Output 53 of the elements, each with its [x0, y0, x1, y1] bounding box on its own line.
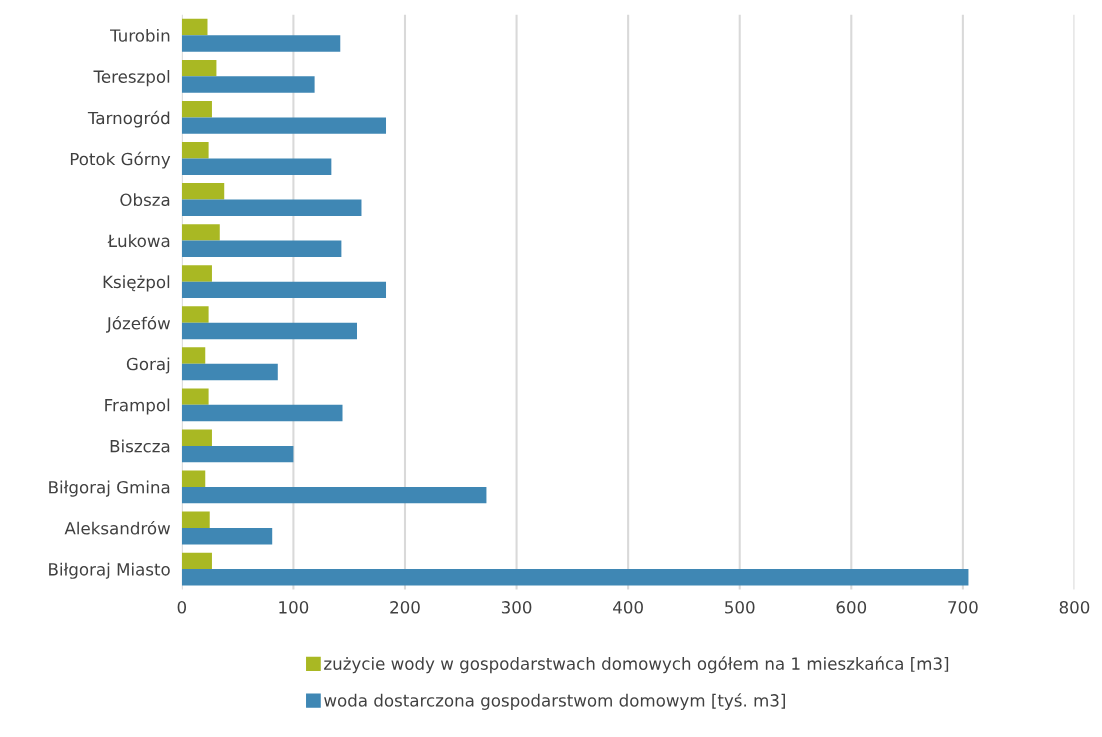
- y-tick-label: Tarnogród: [87, 110, 170, 128]
- bar: [181, 117, 387, 134]
- y-tick-label: Aleksandrów: [64, 521, 171, 535]
- legend-label: woda dostarczona gospodarstwom domowym [tyś. m3]: [324, 693, 785, 710]
- y-tick-label: Biłgoraj Miasto: [49, 562, 170, 579]
- bar: [181, 158, 332, 175]
- bar: [181, 470, 206, 487]
- bar: [181, 240, 342, 257]
- bar: [181, 35, 341, 52]
- x-tick-label: 100: [279, 601, 309, 614]
- x-tick-label: 600: [836, 601, 867, 614]
- bar: [181, 511, 210, 529]
- bar: [181, 100, 212, 118]
- x-tick-label: 0: [177, 601, 187, 614]
- bar: [181, 486, 487, 504]
- x-tick-label: 400: [613, 601, 643, 614]
- bar: [181, 528, 273, 545]
- y-tick-label: Obsza: [120, 193, 170, 207]
- bar: [181, 306, 209, 323]
- bar: [181, 569, 969, 586]
- y-tick-label: Potok Górny: [70, 151, 171, 169]
- x-tick-label: 800: [1059, 601, 1090, 614]
- bar: [181, 322, 358, 340]
- bar: [181, 265, 212, 282]
- x-tick-label: 300: [501, 601, 532, 614]
- y-tick-label: Tereszpol: [93, 70, 170, 87]
- bar: [181, 404, 343, 422]
- y-tick-label: Księżpol: [103, 275, 170, 292]
- bar: [181, 445, 294, 463]
- bar: [181, 281, 387, 299]
- bar: [181, 76, 315, 93]
- y-tick-label: Biszcza: [110, 439, 170, 453]
- bar: [181, 199, 362, 216]
- bar: [181, 183, 225, 200]
- y-tick-label: Józefów: [106, 315, 171, 333]
- x-tick-label: 700: [948, 601, 978, 614]
- bar: [181, 388, 209, 405]
- bar: [181, 142, 209, 159]
- y-tick-label: Goraj: [126, 357, 170, 374]
- x-tick-label: 500: [725, 601, 755, 614]
- bar: [181, 18, 208, 36]
- bar: [181, 552, 212, 570]
- bar: [181, 59, 217, 77]
- y-tick-label: Biłgoraj Gmina: [49, 480, 170, 497]
- x-tick-label: 200: [390, 601, 420, 614]
- y-tick-label: Łukowa: [107, 234, 170, 248]
- bar: [181, 224, 220, 241]
- y-tick-label: Frampol: [105, 398, 170, 415]
- bar: [181, 429, 212, 446]
- bar: [181, 363, 278, 381]
- bar: [181, 347, 206, 364]
- legend-label: zużycie wody w gospodarstwach domowych ogółem na 1 mieszkańca [m3]: [324, 656, 949, 674]
- y-tick-label: Turobin: [110, 28, 170, 42]
